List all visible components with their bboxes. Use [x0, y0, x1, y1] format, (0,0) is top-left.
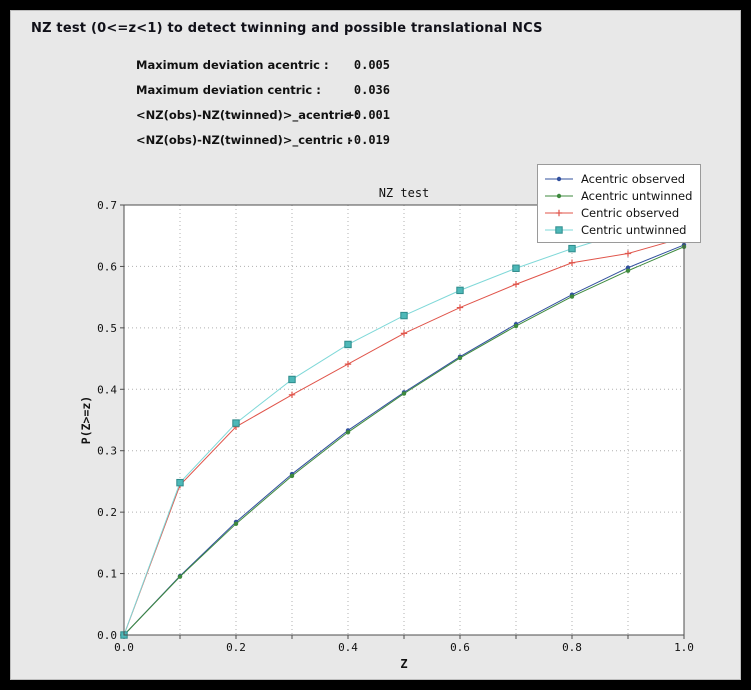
plot-border: [123, 204, 685, 636]
legend-entry: Centric untwinned: [544, 221, 694, 238]
chart-title: NZ test: [378, 186, 430, 200]
svg-text:0.4: 0.4: [97, 383, 117, 396]
svg-text:0.0: 0.0: [114, 641, 134, 654]
legend-line-sample: [545, 176, 573, 181]
stats-block: Maximum deviation acentric : 0.005 Maxim…: [136, 56, 406, 156]
svg-text:0.8: 0.8: [562, 641, 582, 654]
stat-row: Maximum deviation centric : 0.036: [136, 81, 406, 106]
svg-text:0.4: 0.4: [338, 641, 358, 654]
stat-row: <NZ(obs)-NZ(twinned)>_acentric : +0.001: [136, 106, 406, 131]
svg-text:0.1: 0.1: [97, 568, 117, 581]
legend-label: Centric untwinned: [581, 222, 687, 237]
stat-row: Maximum deviation acentric : 0.005: [136, 56, 406, 81]
page-title: NZ test (0<=z<1) to detect twinning and …: [31, 21, 543, 36]
plot-area: [124, 205, 684, 635]
gridlines: [124, 205, 684, 635]
stat-value: -0.019: [346, 133, 390, 147]
y-axis-label: P(Z>=z): [79, 395, 93, 445]
legend-entry: Centric observed: [544, 204, 694, 221]
x-axis-label: Z: [400, 657, 408, 671]
svg-text:0.6: 0.6: [97, 260, 117, 273]
legend-label: Centric observed: [581, 205, 680, 220]
y-tick-labels: 0.0 0.1 0.2 0.3 0.4 0.5 0.6 0.7: [97, 199, 117, 642]
legend-line-sample: [545, 193, 573, 198]
legend-entry: Acentric observed: [544, 170, 694, 187]
plot-panel: NZ test (0<=z<1) to detect twinning and …: [10, 10, 741, 680]
svg-text:0.3: 0.3: [97, 445, 117, 458]
legend-line-sample: [545, 225, 573, 234]
stat-value: 0.036: [353, 83, 390, 97]
svg-text:0.2: 0.2: [226, 641, 246, 654]
stat-label: <NZ(obs)-NZ(twinned)>_acentric :: [136, 108, 360, 122]
stat-row: <NZ(obs)-NZ(twinned)>_centric : -0.019: [136, 131, 406, 156]
svg-text:1.0: 1.0: [674, 641, 694, 654]
stat-value: +0.001: [346, 108, 390, 122]
stat-label: Maximum deviation acentric :: [136, 58, 329, 72]
legend-label: Acentric observed: [581, 171, 686, 186]
svg-text:0.6: 0.6: [450, 641, 470, 654]
svg-text:0.7: 0.7: [97, 199, 117, 212]
legend-label: Acentric untwinned: [581, 188, 693, 203]
stat-label: Maximum deviation centric :: [136, 83, 321, 97]
svg-text:0.0: 0.0: [97, 629, 117, 642]
svg-text:0.2: 0.2: [97, 506, 117, 519]
chart-canvas: 0.0 0.2 0.4 0.6 0.8 1.00.00.10.20.30.40.50.60…: [97, 199, 694, 654]
legend: Acentric observed Acentric untwinned Centr…: [537, 164, 701, 243]
legend-entry: Acentric untwinned: [544, 187, 694, 204]
x-tick-labels: 0.0 0.2 0.4 0.6 0.8 1.0: [114, 641, 694, 654]
stat-value: 0.005: [353, 58, 390, 72]
svg-text:0.5: 0.5: [97, 322, 117, 335]
stat-label: <NZ(obs)-NZ(twinned)>_centric :: [136, 133, 352, 147]
legend-line-sample: [545, 209, 573, 216]
